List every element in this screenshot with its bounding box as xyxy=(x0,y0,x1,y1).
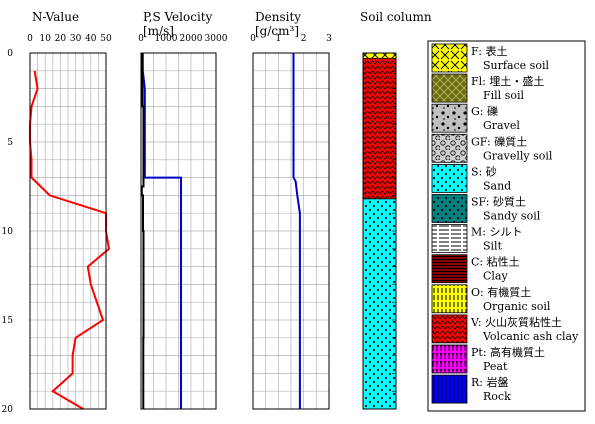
legend-label-en: Silt xyxy=(483,240,503,253)
panel-density: Density[g/cm³]0 1 2 3 xyxy=(250,10,332,410)
legend-swatch xyxy=(431,103,468,133)
soil-column: Soil column xyxy=(360,10,432,410)
legend-swatch xyxy=(431,374,468,404)
legend-swatch xyxy=(431,194,468,223)
depth-axis: 0 5 10 15 20 xyxy=(2,49,14,415)
legend-swatch xyxy=(431,224,468,254)
legend-label-en: Sand xyxy=(483,179,511,192)
x-tick-density-2: 2 xyxy=(301,34,307,44)
legend-label-en: Gravelly soil xyxy=(483,149,553,162)
legend-label-ja: O: 有機質土 xyxy=(471,285,531,299)
legend-label-ja: M: シルト xyxy=(471,226,522,239)
legend-label-ja: V: 火山灰質粘性土 xyxy=(470,315,562,329)
soil-layer-v xyxy=(362,58,397,200)
legend-label-ja: R: 岩盤 xyxy=(471,375,509,389)
depth-tick-4: 20 xyxy=(2,405,14,415)
x-tick-velocity-0: 0 xyxy=(138,34,144,44)
legend-swatch xyxy=(431,73,468,103)
legend-swatch xyxy=(431,43,468,73)
x-tick-nvalue-4: 40 xyxy=(85,34,97,44)
legend-label-ja: GF: 礫質土 xyxy=(471,134,527,148)
x-tick-nvalue-3: 30 xyxy=(70,34,82,44)
legend-label-en: Peat xyxy=(483,360,508,373)
legend-label-ja: G: 礫 xyxy=(471,104,498,118)
legend-label-ja: C: 粘性土 xyxy=(471,255,520,269)
x-tick-nvalue-0: 0 xyxy=(27,34,33,44)
legend-swatch xyxy=(431,163,468,193)
x-tick-nvalue-2: 20 xyxy=(55,34,67,44)
series-velocity-0 xyxy=(141,53,182,409)
legend-label-en: Sandy soil xyxy=(483,210,541,223)
x-tick-velocity-3: 3000 xyxy=(205,34,228,44)
panel-unit-density: [g/cm³] xyxy=(255,24,299,38)
x-tick-velocity-2: 2000 xyxy=(180,34,203,44)
legend-label-en: Surface soil xyxy=(483,59,549,72)
panel-title-velocity: P,S Velocity xyxy=(143,10,213,24)
panel-nvalue: N-Value 0 10 20 30 40 50 xyxy=(27,10,112,410)
legend-swatch xyxy=(431,314,468,344)
series-velocity-1 xyxy=(140,53,145,409)
legend-swatch xyxy=(431,133,468,163)
legend-label-ja: Pt: 高有機質土 xyxy=(471,345,545,359)
legend-frame xyxy=(427,40,586,412)
panel-title-nvalue: N-Value xyxy=(32,10,79,24)
legend-label-ja: F: 表土 xyxy=(471,44,507,58)
legend-label-ja: S: 砂 xyxy=(471,165,497,178)
legend-swatch xyxy=(431,284,468,314)
legend-label-en: Volcanic ash clay xyxy=(482,330,579,343)
legend-swatch xyxy=(431,344,468,374)
panel-unit-velocity: [m/s] xyxy=(143,24,174,38)
series-density-0 xyxy=(292,53,301,409)
x-tick-velocity-1: 1000 xyxy=(155,34,178,44)
depth-tick-0: 0 xyxy=(7,49,13,59)
soil-layer-s xyxy=(362,198,397,410)
x-tick-density-1: 1 xyxy=(275,34,281,44)
soil-column-title: Soil column xyxy=(360,10,432,24)
depth-tick-2: 10 xyxy=(2,227,14,237)
depth-tick-1: 5 xyxy=(7,138,13,148)
legend-label-en: Clay xyxy=(483,270,508,283)
legend-label-en: Rock xyxy=(483,390,511,403)
panel-velocity: P,S Velocity[m/s]0 1000 2000 3000 xyxy=(138,10,228,410)
legend-label-ja: Fl: 埋土・盛土 xyxy=(471,74,544,88)
legend-swatch xyxy=(431,254,468,284)
x-tick-nvalue-5: 50 xyxy=(100,34,112,44)
panel-title-density: Density xyxy=(255,10,301,24)
legend-label-en: Fill soil xyxy=(483,89,524,102)
depth-tick-3: 15 xyxy=(2,316,14,326)
x-tick-density-0: 0 xyxy=(250,34,256,44)
soil-layer-f xyxy=(362,52,397,59)
x-tick-nvalue-1: 10 xyxy=(39,34,51,44)
legend-label-en: Organic soil xyxy=(483,300,551,313)
x-tick-density-3: 3 xyxy=(326,34,332,44)
series-nvalue-0 xyxy=(29,70,111,410)
legend-label-ja: SF: 砂質土 xyxy=(471,195,526,209)
legend-label-en: Gravel xyxy=(483,119,520,132)
